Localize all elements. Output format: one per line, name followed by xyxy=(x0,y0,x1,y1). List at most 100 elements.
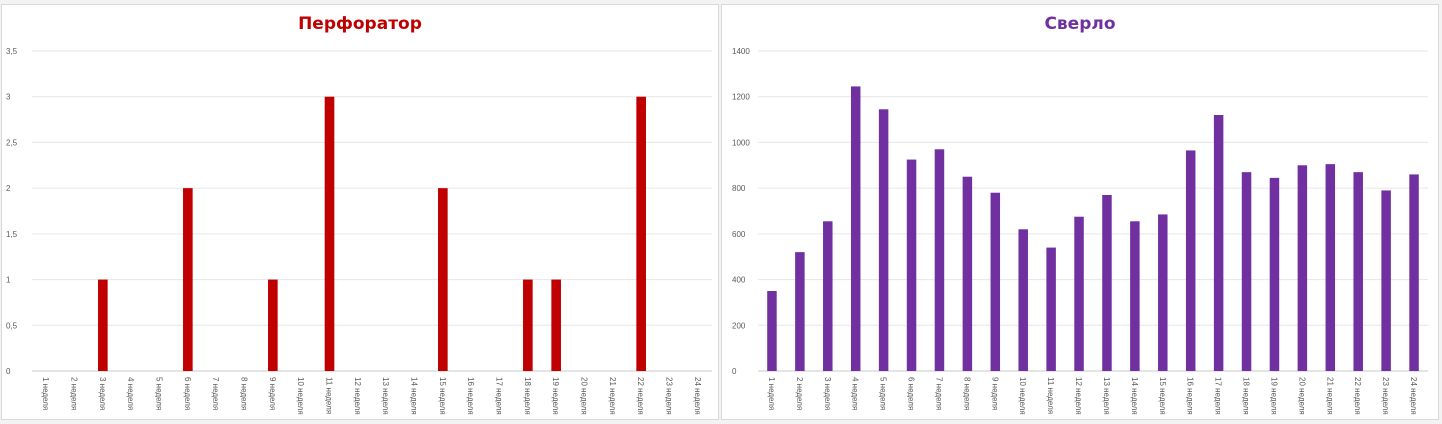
y-tick-label: 800 xyxy=(732,184,746,193)
x-tick-label: 18 неделя xyxy=(1242,377,1251,415)
bar xyxy=(183,188,193,371)
x-tick-label: 14 неделя xyxy=(410,377,419,415)
x-tick-label: 20 неделя xyxy=(580,377,589,415)
x-tick-label: 24 неделя xyxy=(693,377,702,415)
y-tick-label: 0,5 xyxy=(6,321,18,330)
bar xyxy=(795,252,805,371)
x-tick-label: 9 неделя xyxy=(268,377,277,410)
x-tick-label: 13 неделя xyxy=(381,377,390,415)
bar xyxy=(823,221,833,371)
chart-panel-drill: Сверло 0 200 400 600 800 1000 1200 1400 1 неделя… xyxy=(721,4,1439,420)
x-tick-label: 9 неделя xyxy=(990,377,999,410)
bar xyxy=(878,109,889,372)
x-tick-label: 6 неделя xyxy=(907,377,916,410)
x-tick-label: 16 неделя xyxy=(466,377,475,415)
y-tick-label: 2,5 xyxy=(6,138,18,147)
bar xyxy=(906,159,917,371)
y-tick-label: 600 xyxy=(732,230,746,239)
bar xyxy=(962,176,973,371)
x-tick-label: 3 неделя xyxy=(823,377,832,410)
chart-panel-perforator: Перфоратор 0 0,5 1 1,5 2 2,5 3 3,5 1 неделя 2 нед… xyxy=(1,4,719,420)
bar xyxy=(551,279,561,371)
bar xyxy=(438,188,448,371)
y-tick-label: 2 xyxy=(6,184,11,193)
x-tick-label: 20 неделя xyxy=(1297,377,1306,415)
x-tick-label: 2 неделя xyxy=(70,377,79,410)
bar xyxy=(1046,247,1056,371)
bar xyxy=(1325,164,1336,371)
x-tick-label: 22 неделя xyxy=(1353,377,1362,415)
bar xyxy=(1297,165,1308,371)
x-tick-label: 15 неделя xyxy=(438,377,447,415)
x-tick-label: 5 неделя xyxy=(155,377,164,410)
x-tick-label: 7 неделя xyxy=(211,377,220,410)
x-tick-label: 10 неделя xyxy=(296,377,305,415)
x-tick-label: 21 неделя xyxy=(1325,377,1334,415)
x-tick-label: 15 неделя xyxy=(1158,377,1167,415)
bar xyxy=(636,96,646,371)
x-tick-label: 8 неделя xyxy=(962,377,971,410)
x-tick-label: 19 неделя xyxy=(551,377,560,415)
x-tick-label: 10 неделя xyxy=(1018,377,1027,415)
y-tick-label: 200 xyxy=(732,321,746,330)
bar xyxy=(1074,216,1084,371)
x-tick-label: 1 неделя xyxy=(41,377,50,410)
y-tick-label: 0 xyxy=(732,367,737,376)
x-tick-label: 12 неделя xyxy=(353,377,362,415)
y-tick-label: 1400 xyxy=(732,47,750,56)
bar xyxy=(1409,174,1419,371)
y-tick-label: 1,5 xyxy=(6,230,18,239)
chart-title: Сверло xyxy=(1044,14,1116,34)
bar xyxy=(1213,115,1224,371)
x-tick-label: 17 неделя xyxy=(495,377,504,415)
bar xyxy=(1269,177,1280,371)
bar xyxy=(1381,190,1391,371)
x-tick-label: 13 неделя xyxy=(1102,377,1111,415)
x-tick-label: 6 неделя xyxy=(183,377,192,410)
x-tick-label: 21 неделя xyxy=(608,377,617,415)
bar xyxy=(1018,229,1028,371)
y-tick-label: 3 xyxy=(6,93,11,102)
chart-title: Перфоратор xyxy=(298,14,422,34)
x-tick-label: 7 неделя xyxy=(934,377,943,410)
bar xyxy=(324,96,335,371)
x-tick-label: 5 неделя xyxy=(879,377,888,410)
bar xyxy=(1102,195,1112,371)
y-tick-label: 0 xyxy=(6,367,11,376)
bar xyxy=(850,86,861,371)
y-tick-label: 1 xyxy=(6,276,11,285)
y-tick-label: 1000 xyxy=(732,138,750,147)
bar-chart-drill: 0 200 400 600 800 1000 1200 1400 1 неделя 2 недел… xyxy=(732,47,1428,415)
x-tick-label: 11 неделя xyxy=(1046,377,1055,414)
x-tick-label: 2 неделя xyxy=(795,377,804,410)
bar xyxy=(98,279,108,371)
x-tick-label: 4 неделя xyxy=(126,377,135,410)
x-tick-label: 22 неделя xyxy=(636,377,645,415)
x-tick-label: 4 неделя xyxy=(851,377,860,410)
bar xyxy=(990,192,1001,371)
x-tick-label: 12 неделя xyxy=(1074,377,1083,415)
bar xyxy=(1353,172,1363,371)
x-tick-label: 19 неделя xyxy=(1269,377,1278,415)
x-tick-label: 17 неделя xyxy=(1214,377,1223,415)
y-tick-label: 3,5 xyxy=(6,47,18,56)
bar xyxy=(523,279,533,371)
x-tick-label: 23 неделя xyxy=(665,377,674,415)
x-tick-label: 23 неделя xyxy=(1381,377,1390,415)
x-tick-label: 24 неделя xyxy=(1409,377,1418,415)
y-tick-label: 400 xyxy=(732,276,746,285)
x-tick-label: 1 неделя xyxy=(767,377,776,410)
bar-chart-perforator: 0 0,5 1 1,5 2 2,5 3 3,5 1 неделя 2 неделя 3 неделя… xyxy=(6,47,712,415)
x-tick-label: 18 неделя xyxy=(523,377,532,415)
x-tick-label: 14 неделя xyxy=(1130,377,1139,415)
bar xyxy=(767,291,777,371)
bar xyxy=(934,149,945,371)
x-tick-label: 3 неделя xyxy=(98,377,107,410)
y-tick-label: 1200 xyxy=(732,93,750,102)
x-tick-label: 8 неделя xyxy=(240,377,249,410)
bar xyxy=(1241,172,1252,371)
bar xyxy=(268,279,278,371)
x-tick-label: 11 неделя xyxy=(325,377,334,414)
bar xyxy=(1130,221,1140,371)
bar xyxy=(1185,150,1196,371)
